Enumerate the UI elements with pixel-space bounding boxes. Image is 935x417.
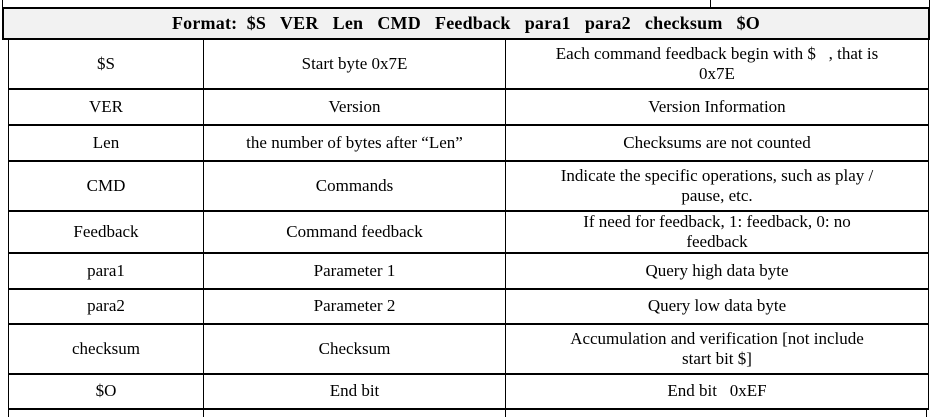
cell-field: VER <box>9 90 204 126</box>
cell-field: $O <box>9 375 204 410</box>
cropped-top-table-line-right <box>929 0 930 7</box>
cell-note: Version Information <box>506 90 928 126</box>
cell-note: Query low data byte <box>506 290 928 325</box>
format-header-label: Format: $S VER Len CMD Feedback para1 pa… <box>171 13 761 33</box>
command-format-table: $S Start byte 0x7E Each command feedback… <box>8 40 929 410</box>
cell-desc: Start byte 0x7E <box>204 40 506 90</box>
cropped-top-table-line-left <box>2 0 3 7</box>
cell-note: Accumulation and verification [not inclu… <box>506 325 928 375</box>
cropped-bottom-table-line-left <box>8 410 9 417</box>
cell-note: If need for feedback, 1: feedback, 0: no… <box>506 212 928 254</box>
cell-desc: the number of bytes after “Len” <box>204 126 506 162</box>
cell-note: Query high data byte <box>506 254 928 290</box>
cell-field: Feedback <box>9 212 204 254</box>
cell-field: CMD <box>9 162 204 212</box>
cell-field: para1 <box>9 254 204 290</box>
cell-note: Indicate the specific operations, such a… <box>506 162 928 212</box>
cell-desc: Parameter 2 <box>204 290 506 325</box>
cropped-bottom-table-line-divider2 <box>505 410 506 417</box>
cell-desc: Command feedback <box>204 212 506 254</box>
cell-field: checksum <box>9 325 204 375</box>
cropped-top-table-line-middle <box>710 0 711 7</box>
cell-note: Checksums are not counted <box>506 126 928 162</box>
cropped-bottom-table-line-right <box>926 410 927 417</box>
cell-field: Len <box>9 126 204 162</box>
cell-note: Each command feedback begin with $ , tha… <box>506 40 928 90</box>
cell-note: End bit 0xEF <box>506 375 928 410</box>
cell-desc: Checksum <box>204 325 506 375</box>
cell-desc: Commands <box>204 162 506 212</box>
format-header-row: Format: $S VER Len CMD Feedback para1 pa… <box>2 7 930 40</box>
cell-desc: Parameter 1 <box>204 254 506 290</box>
cell-field: para2 <box>9 290 204 325</box>
cell-desc: Version <box>204 90 506 126</box>
cell-desc: End bit <box>204 375 506 410</box>
cell-field: $S <box>9 40 204 90</box>
cropped-bottom-table-line-divider1 <box>203 410 204 417</box>
